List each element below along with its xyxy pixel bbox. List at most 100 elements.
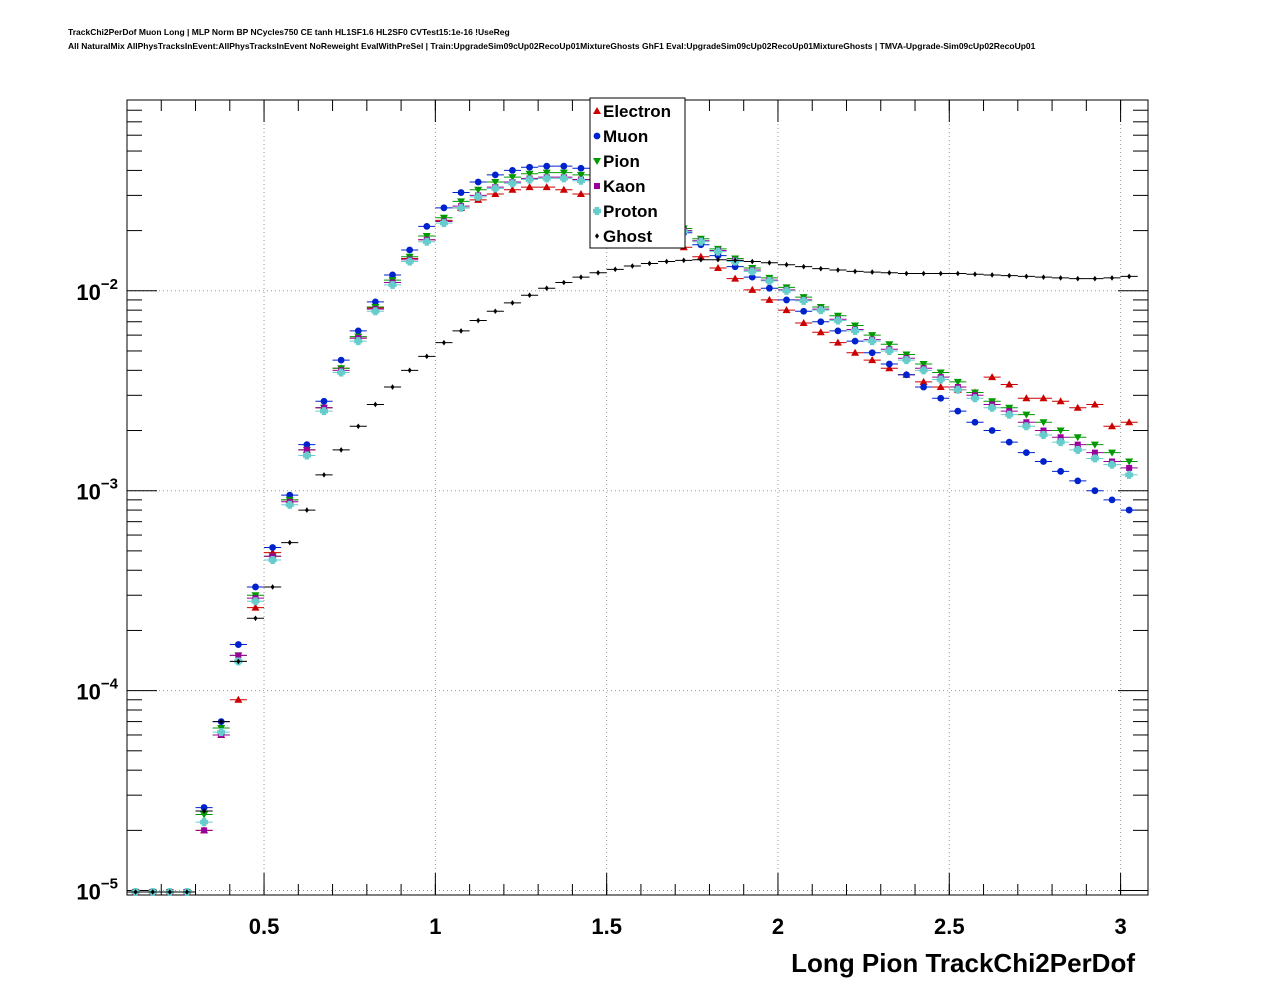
data-point xyxy=(1005,380,1014,388)
data-point xyxy=(783,296,790,304)
data-point xyxy=(424,353,429,360)
data-point xyxy=(525,175,534,184)
data-point xyxy=(833,338,842,346)
data-point xyxy=(799,296,808,305)
data-point xyxy=(748,285,757,293)
data-point xyxy=(390,384,395,390)
data-point xyxy=(287,539,292,546)
data-point xyxy=(750,258,755,265)
data-point xyxy=(491,179,500,187)
data-point xyxy=(919,361,928,369)
data-point xyxy=(1040,458,1047,465)
data-point xyxy=(559,174,568,183)
data-point xyxy=(818,265,823,272)
data-point xyxy=(1075,275,1080,282)
data-point xyxy=(816,328,825,336)
data-point xyxy=(938,270,943,277)
data-point xyxy=(525,170,534,178)
data-point xyxy=(302,451,311,460)
data-point xyxy=(801,263,806,270)
data-point xyxy=(509,167,516,174)
data-point xyxy=(1073,403,1082,411)
data-point xyxy=(525,183,534,191)
data-point xyxy=(630,263,635,269)
data-point xyxy=(970,394,979,403)
data-point xyxy=(493,308,498,315)
data-point xyxy=(664,258,669,265)
data-point xyxy=(544,285,549,292)
data-point xyxy=(526,163,533,171)
data-point xyxy=(422,232,431,240)
data-point xyxy=(1125,458,1134,466)
x-axis-title: Long Pion TrackChi2PerDof xyxy=(791,948,1135,978)
x-tick-label: 1 xyxy=(429,914,441,939)
data-point xyxy=(870,269,875,275)
data-point xyxy=(167,889,172,895)
data-point xyxy=(902,351,911,359)
data-point xyxy=(936,375,945,384)
data-point xyxy=(1022,422,1031,431)
data-point xyxy=(542,174,551,183)
data-point xyxy=(885,360,893,368)
series-kaon xyxy=(127,174,1138,895)
data-point xyxy=(285,500,294,509)
data-point xyxy=(1073,434,1082,442)
data-point xyxy=(354,327,362,335)
x-tick-label: 2.5 xyxy=(934,914,965,939)
data-point xyxy=(441,339,446,346)
data-point xyxy=(236,658,241,665)
data-point xyxy=(1091,449,1098,456)
data-point xyxy=(474,178,482,186)
data-point xyxy=(150,889,155,895)
legend-marker xyxy=(593,207,601,215)
data-point xyxy=(1007,272,1012,279)
data-point xyxy=(200,804,208,811)
data-point xyxy=(234,695,243,703)
data-point xyxy=(1090,400,1099,408)
data-points xyxy=(127,162,1138,896)
legend-label: Ghost xyxy=(603,227,652,246)
legend: Electron Muon Pion Kaon Proton Ghost xyxy=(589,97,686,249)
legend-marker xyxy=(593,158,601,165)
data-point xyxy=(1108,422,1117,430)
legend-label: Muon xyxy=(603,127,648,146)
data-point xyxy=(1039,430,1048,439)
data-point xyxy=(696,252,705,260)
data-point xyxy=(510,300,515,306)
data-point xyxy=(576,176,585,185)
data-point xyxy=(851,322,860,330)
data-point xyxy=(765,276,774,285)
data-point xyxy=(868,337,877,346)
data-point xyxy=(339,447,344,453)
data-point xyxy=(799,318,808,326)
data-point xyxy=(268,556,277,565)
data-point xyxy=(337,368,346,377)
data-point xyxy=(1108,496,1116,504)
data-point xyxy=(767,260,772,266)
data-point xyxy=(765,295,774,303)
legend-entry-electron: Electron xyxy=(593,102,671,121)
data-point xyxy=(354,337,363,346)
y-tick-label: 10−3 xyxy=(76,476,118,505)
data-point xyxy=(921,270,926,277)
data-point xyxy=(1057,467,1065,475)
data-point xyxy=(457,203,466,212)
data-point xyxy=(647,260,652,267)
data-point xyxy=(613,266,618,273)
data-point xyxy=(202,808,207,814)
data-point xyxy=(184,889,189,895)
data-point xyxy=(371,298,379,306)
legend-marker xyxy=(595,233,599,239)
data-point xyxy=(919,366,928,375)
data-point xyxy=(868,349,876,357)
data-point xyxy=(459,328,464,334)
data-point xyxy=(971,418,979,426)
x-tick-label: 2 xyxy=(772,914,784,939)
legend-entry-ghost: Ghost xyxy=(595,227,652,246)
data-point xyxy=(851,337,859,345)
data-point xyxy=(559,185,568,193)
data-point xyxy=(885,341,894,349)
data-point xyxy=(474,192,483,201)
data-point xyxy=(407,367,412,374)
data-point xyxy=(576,171,585,179)
